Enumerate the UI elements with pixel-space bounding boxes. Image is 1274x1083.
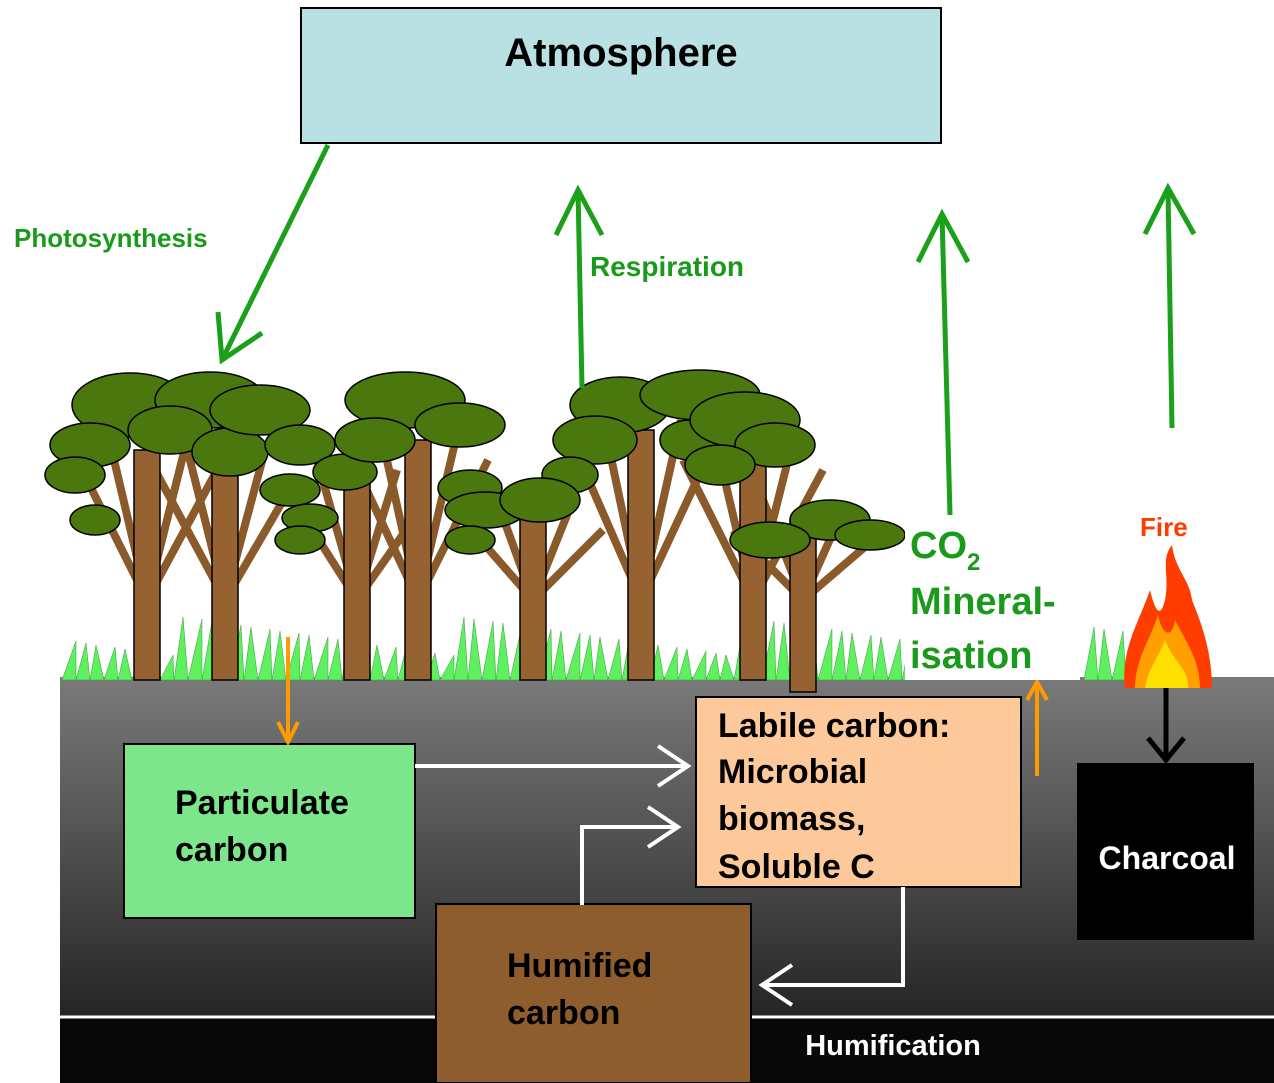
grass-blade [383,646,399,681]
charcoal-box [1077,763,1254,940]
canopy [209,384,311,436]
canopy [834,519,906,551]
trunk [133,449,161,681]
canopy [334,417,416,463]
grass-blade [257,628,273,681]
grass-blade [607,638,623,681]
grass-blade [677,648,693,681]
grass-blade [103,646,119,681]
photosynthesis-label: Photosynthesis [14,223,208,253]
humification-label: Humification [805,1030,981,1062]
grass-blade [873,636,889,681]
grass-blade [831,630,847,681]
grass-blade [775,622,791,681]
canopy [499,477,581,523]
charcoal-label: Charcoal [1099,840,1236,876]
grass-blade [1097,628,1113,681]
trunk [211,459,239,681]
particulate-box [123,743,416,919]
grass-blade [551,630,567,681]
grass-blade [691,650,707,681]
label-background [905,515,1080,680]
atmosphere-label: Atmosphere [504,31,737,75]
trunk [343,479,371,681]
trunk [739,449,767,681]
trunk [519,509,547,681]
grass-blade [845,632,861,681]
canopy [552,415,638,465]
grass-blade [1111,630,1127,681]
grass-blade [495,622,511,681]
fire-icon [1124,545,1212,688]
canopy [259,473,321,507]
fire-label: Fire [1140,512,1188,542]
grass-blade [719,654,735,681]
grass-blade [453,616,469,681]
co2-label: CO2 [910,525,980,576]
grass-blade [439,654,455,681]
humified-label: Humified carbon [507,947,652,1032]
canopy [44,456,106,494]
grass-blade [117,648,133,681]
grass-blade [565,632,581,681]
trees [44,369,906,693]
orange-arrows [276,637,1049,776]
grass-blade [467,618,483,681]
grass-blade [817,628,833,681]
labile-box [695,696,1022,888]
grass-blade [705,652,721,681]
grass-blade [75,642,91,681]
grass-blade [327,638,343,681]
labile-label: Labile carbon: Microbial biomass, Soluble C [718,707,950,886]
grass-blade [89,644,105,681]
trunk [404,439,432,681]
grass-blade [663,646,679,681]
white-arrows [415,744,905,1007]
grass-blade [187,618,203,681]
grass-blade [887,638,903,681]
canopy [274,525,326,555]
grass-blade [173,616,189,681]
canopy [684,444,756,486]
canopy [729,521,811,559]
trunk [627,429,655,681]
grass-blade [593,636,609,681]
grass-blade [1083,626,1099,681]
black-arrow [1146,688,1186,764]
grass-blade [369,644,385,681]
grass-blade [299,634,315,681]
grass-blade [61,640,77,681]
canopy [444,525,496,555]
grass-blade [859,634,875,681]
grass-blade [243,626,259,681]
grass-blade [481,620,497,681]
canopy [69,504,121,536]
canopy [264,424,336,466]
particulate-label: Particulate carbon [175,784,349,869]
mineralisation-label: Mineral-isation [910,581,1056,677]
green-arrows [215,143,1197,516]
humified-box [435,903,752,1083]
canopy [734,422,816,468]
respiration-label: Respiration [590,251,744,282]
grass-blade [159,654,175,681]
canopy [414,402,506,448]
grass-blade [313,636,329,681]
grass-blade [579,634,595,681]
atmosphere-box [300,7,942,144]
grass-blade [271,630,287,681]
